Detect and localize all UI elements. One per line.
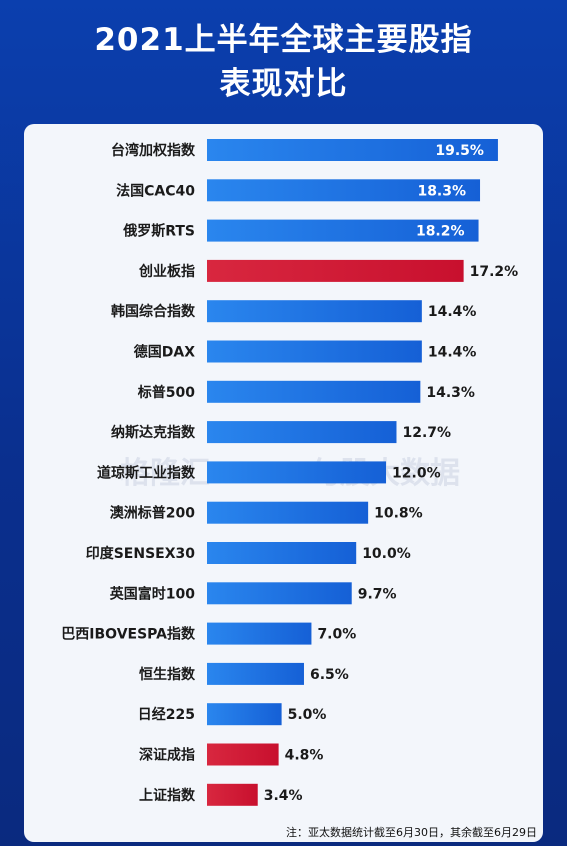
title-line-2: 表现对比 bbox=[219, 66, 348, 102]
value-label: 5.0% bbox=[288, 707, 327, 723]
category-label: 台湾加权指数 bbox=[111, 142, 196, 159]
category-label: 创业板指 bbox=[138, 263, 195, 280]
category-label: 澳洲标普200 bbox=[110, 505, 195, 522]
category-label: 上证指数 bbox=[139, 787, 196, 804]
bar bbox=[207, 179, 481, 202]
value-label: 6.5% bbox=[310, 667, 349, 683]
category-label: 恒生指数 bbox=[139, 666, 196, 683]
bar bbox=[207, 783, 258, 806]
bar bbox=[207, 139, 498, 161]
value-label: 3.4% bbox=[264, 788, 303, 804]
value-label: 12.0% bbox=[392, 465, 441, 481]
category-label: 道琼斯工业指数 bbox=[97, 464, 196, 481]
bar bbox=[207, 340, 422, 363]
bar bbox=[207, 300, 422, 323]
category-label: 印度SENSEX30 bbox=[86, 545, 196, 562]
value-label: 18.3% bbox=[417, 183, 466, 199]
bar bbox=[207, 582, 352, 605]
bar bbox=[207, 461, 387, 484]
category-label: 英国富时100 bbox=[109, 585, 195, 602]
category-label: 韩国综合指数 bbox=[111, 303, 196, 320]
value-label: 7.0% bbox=[317, 627, 356, 643]
value-label: 14.3% bbox=[426, 385, 475, 401]
value-label: 9.7% bbox=[358, 586, 397, 602]
bar bbox=[207, 501, 369, 524]
bar bbox=[207, 743, 279, 766]
category-label: 标普500 bbox=[137, 384, 195, 401]
bar bbox=[207, 703, 282, 726]
bar bbox=[207, 542, 357, 564]
category-label: 日经225 bbox=[138, 706, 195, 723]
title-line-1: 2021上半年全球主要股指 bbox=[94, 22, 473, 58]
category-label: 巴西IBOVESPA指数 bbox=[61, 626, 196, 643]
category-label: 德国DAX bbox=[134, 344, 195, 361]
category-label: 法国CAC40 bbox=[116, 182, 195, 199]
bar bbox=[207, 662, 304, 685]
category-label: 深证成指 bbox=[139, 747, 195, 764]
value-label: 14.4% bbox=[428, 304, 477, 320]
value-label: 18.2% bbox=[416, 224, 465, 240]
value-label: 10.8% bbox=[374, 506, 423, 522]
bar bbox=[207, 421, 397, 444]
value-label: 17.2% bbox=[470, 264, 519, 280]
bar bbox=[207, 622, 312, 645]
value-label: 14.4% bbox=[428, 345, 477, 361]
footnote: 注：亚太数据统计截至6月30日，其余截至6月29日 bbox=[286, 826, 537, 839]
bar bbox=[207, 219, 479, 242]
bar-chart: 台湾加权指数 19.5% 法国CAC40 18.3% 俄罗斯RTS 18.2% 创业板指 17… bbox=[61, 139, 519, 806]
bar bbox=[207, 380, 421, 403]
value-label: 19.5% bbox=[435, 143, 484, 159]
value-label: 12.7% bbox=[402, 425, 451, 441]
chart-title: 2021上半年全球主要股指 表现对比 bbox=[0, 18, 567, 106]
category-label: 俄罗斯RTS bbox=[122, 223, 195, 240]
value-label: 4.8% bbox=[285, 748, 324, 764]
value-label: 10.0% bbox=[362, 546, 411, 562]
category-label: 纳斯达克指数 bbox=[111, 424, 196, 441]
bar bbox=[207, 259, 464, 282]
